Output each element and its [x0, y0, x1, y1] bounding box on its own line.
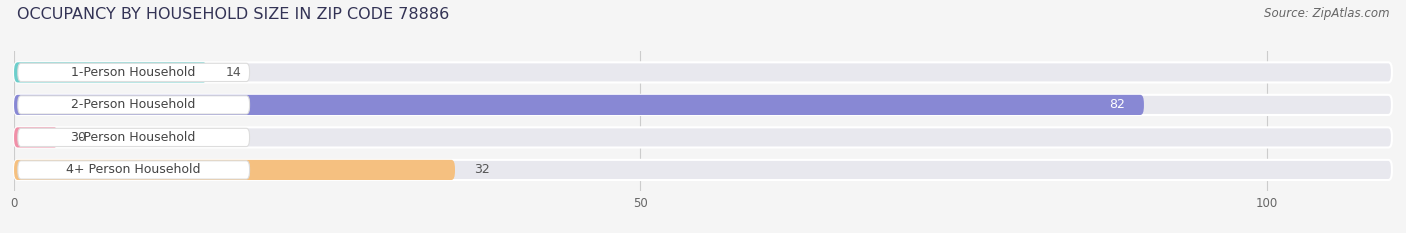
Text: 0: 0: [77, 131, 84, 144]
FancyBboxPatch shape: [14, 62, 1392, 82]
FancyBboxPatch shape: [14, 127, 58, 147]
Text: 3-Person Household: 3-Person Household: [72, 131, 195, 144]
FancyBboxPatch shape: [14, 95, 1392, 115]
FancyBboxPatch shape: [18, 96, 249, 114]
FancyBboxPatch shape: [14, 160, 456, 180]
Text: 32: 32: [474, 163, 489, 176]
FancyBboxPatch shape: [18, 63, 249, 82]
FancyBboxPatch shape: [18, 128, 249, 147]
FancyBboxPatch shape: [14, 127, 1392, 147]
Text: 4+ Person Household: 4+ Person Household: [66, 163, 201, 176]
FancyBboxPatch shape: [14, 95, 1144, 115]
Text: Source: ZipAtlas.com: Source: ZipAtlas.com: [1264, 7, 1389, 20]
Text: 2-Person Household: 2-Person Household: [72, 98, 195, 111]
Text: OCCUPANCY BY HOUSEHOLD SIZE IN ZIP CODE 78886: OCCUPANCY BY HOUSEHOLD SIZE IN ZIP CODE …: [17, 7, 449, 22]
FancyBboxPatch shape: [14, 62, 207, 82]
Text: 82: 82: [1109, 98, 1125, 111]
FancyBboxPatch shape: [18, 161, 249, 179]
Text: 1-Person Household: 1-Person Household: [72, 66, 195, 79]
Text: 14: 14: [226, 66, 242, 79]
FancyBboxPatch shape: [14, 160, 1392, 180]
